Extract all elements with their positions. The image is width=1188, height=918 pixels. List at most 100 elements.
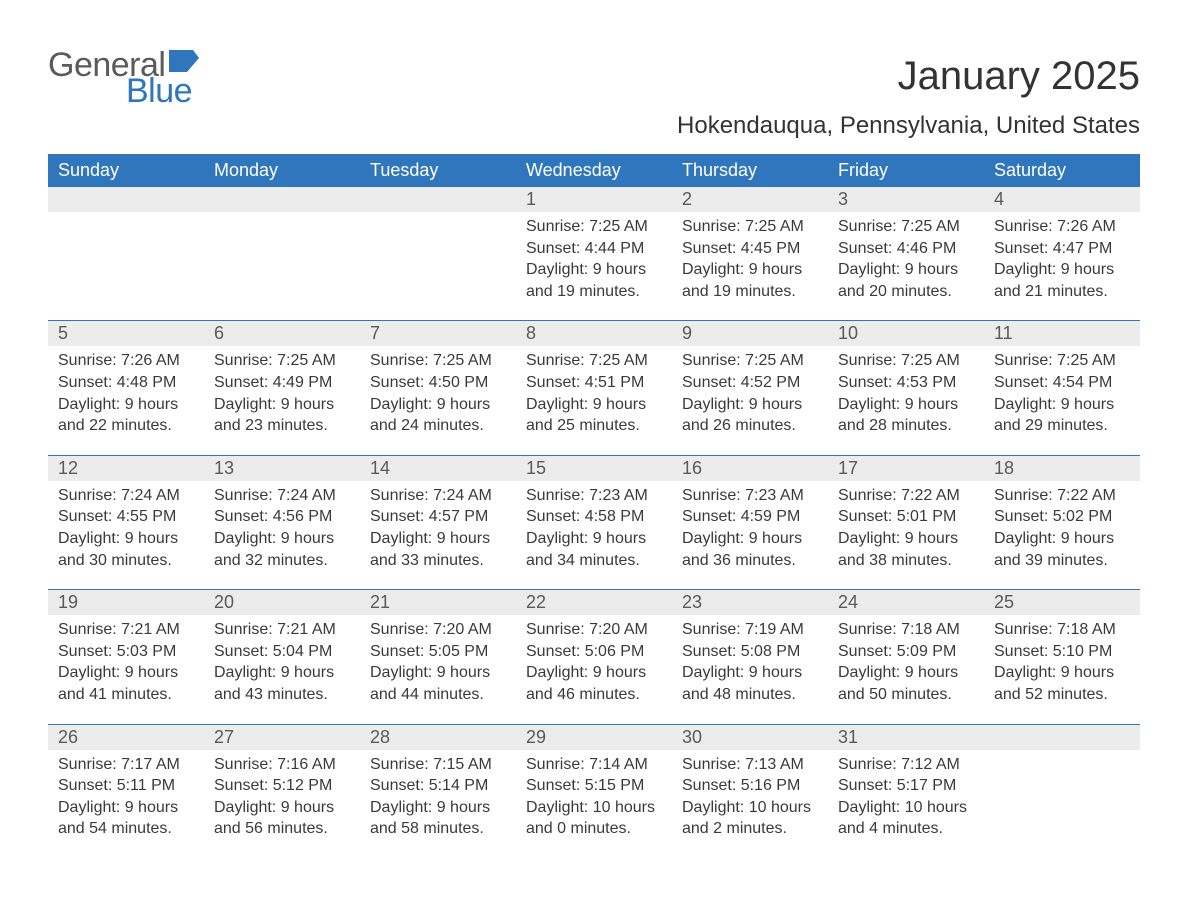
calendar-body: 1234Sunrise: 7:25 AMSunset: 4:44 PMDayli…	[48, 187, 1140, 858]
sunrise-text: Sunrise: 7:16 AM	[214, 754, 350, 776]
day-body-cell: Sunrise: 7:24 AMSunset: 4:55 PMDaylight:…	[48, 481, 204, 589]
sunset-text: Sunset: 4:59 PM	[682, 506, 818, 528]
day-body-cell: Sunrise: 7:25 AMSunset: 4:45 PMDaylight:…	[672, 212, 828, 320]
sunset-text: Sunset: 4:53 PM	[838, 372, 974, 394]
sunset-text: Sunset: 4:44 PM	[526, 238, 662, 260]
day-number-cell: 15	[516, 455, 672, 481]
sunset-text: Sunset: 4:55 PM	[58, 506, 194, 528]
day-number-cell: 28	[360, 724, 516, 750]
sunset-text: Sunset: 4:52 PM	[682, 372, 818, 394]
header: General Blue January 2025	[48, 48, 1140, 108]
sunset-text: Sunset: 5:02 PM	[994, 506, 1130, 528]
daylight-text: Daylight: 9 hours	[214, 394, 350, 416]
daylight-text: and 33 minutes.	[370, 550, 506, 572]
day-body-cell: Sunrise: 7:14 AMSunset: 5:15 PMDaylight:…	[516, 750, 672, 858]
day-number-cell: 16	[672, 455, 828, 481]
day-number-cell: 29	[516, 724, 672, 750]
day-body-cell: Sunrise: 7:21 AMSunset: 5:04 PMDaylight:…	[204, 615, 360, 723]
daylight-text: Daylight: 9 hours	[526, 662, 662, 684]
day-body-row: Sunrise: 7:26 AMSunset: 4:48 PMDaylight:…	[48, 346, 1140, 454]
day-number-cell	[204, 187, 360, 212]
day-number-cell: 24	[828, 589, 984, 615]
sunset-text: Sunset: 4:56 PM	[214, 506, 350, 528]
day-number-cell: 17	[828, 455, 984, 481]
day-number-cell: 25	[984, 589, 1140, 615]
day-body-cell: Sunrise: 7:25 AMSunset: 4:54 PMDaylight:…	[984, 346, 1140, 454]
day-number-cell: 9	[672, 320, 828, 346]
day-body-cell	[360, 212, 516, 320]
day-number-row: 262728293031	[48, 724, 1140, 750]
sunset-text: Sunset: 4:54 PM	[994, 372, 1130, 394]
sunset-text: Sunset: 4:49 PM	[214, 372, 350, 394]
day-body-cell	[204, 212, 360, 320]
daylight-text: Daylight: 9 hours	[682, 528, 818, 550]
sunrise-text: Sunrise: 7:18 AM	[838, 619, 974, 641]
daylight-text: Daylight: 9 hours	[58, 662, 194, 684]
daylight-text: and 21 minutes.	[994, 281, 1130, 303]
day-body-cell: Sunrise: 7:20 AMSunset: 5:06 PMDaylight:…	[516, 615, 672, 723]
day-number-cell: 1	[516, 187, 672, 212]
sunrise-text: Sunrise: 7:22 AM	[994, 485, 1130, 507]
sunrise-text: Sunrise: 7:25 AM	[526, 216, 662, 238]
day-body-cell: Sunrise: 7:22 AMSunset: 5:01 PMDaylight:…	[828, 481, 984, 589]
day-number-cell: 30	[672, 724, 828, 750]
daylight-text: Daylight: 9 hours	[838, 259, 974, 281]
daylight-text: Daylight: 9 hours	[682, 394, 818, 416]
daylight-text: Daylight: 9 hours	[526, 528, 662, 550]
day-body-cell: Sunrise: 7:17 AMSunset: 5:11 PMDaylight:…	[48, 750, 204, 858]
sunrise-text: Sunrise: 7:23 AM	[682, 485, 818, 507]
sunrise-text: Sunrise: 7:21 AM	[214, 619, 350, 641]
sunset-text: Sunset: 4:48 PM	[58, 372, 194, 394]
daylight-text: Daylight: 10 hours	[526, 797, 662, 819]
daylight-text: Daylight: 9 hours	[58, 528, 194, 550]
sunrise-text: Sunrise: 7:25 AM	[370, 350, 506, 372]
daylight-text: and 56 minutes.	[214, 818, 350, 840]
day-body-cell: Sunrise: 7:26 AMSunset: 4:47 PMDaylight:…	[984, 212, 1140, 320]
day-header: Saturday	[984, 154, 1140, 187]
day-body-row: Sunrise: 7:24 AMSunset: 4:55 PMDaylight:…	[48, 481, 1140, 589]
day-number-cell: 10	[828, 320, 984, 346]
sunrise-text: Sunrise: 7:25 AM	[838, 350, 974, 372]
sunrise-text: Sunrise: 7:25 AM	[682, 216, 818, 238]
day-number-cell	[360, 187, 516, 212]
day-body-row: Sunrise: 7:25 AMSunset: 4:44 PMDaylight:…	[48, 212, 1140, 320]
daylight-text: and 29 minutes.	[994, 415, 1130, 437]
day-number-cell: 14	[360, 455, 516, 481]
sunset-text: Sunset: 5:14 PM	[370, 775, 506, 797]
sunrise-text: Sunrise: 7:25 AM	[214, 350, 350, 372]
daylight-text: and 24 minutes.	[370, 415, 506, 437]
daylight-text: Daylight: 9 hours	[994, 394, 1130, 416]
daylight-text: Daylight: 9 hours	[58, 797, 194, 819]
day-number-cell: 13	[204, 455, 360, 481]
day-number-row: 19202122232425	[48, 589, 1140, 615]
sunset-text: Sunset: 4:46 PM	[838, 238, 974, 260]
sunset-text: Sunset: 5:15 PM	[526, 775, 662, 797]
day-number-row: 567891011	[48, 320, 1140, 346]
daylight-text: Daylight: 9 hours	[370, 797, 506, 819]
day-number-row: 1234	[48, 187, 1140, 212]
daylight-text: and 19 minutes.	[682, 281, 818, 303]
daylight-text: Daylight: 9 hours	[370, 662, 506, 684]
sunset-text: Sunset: 5:12 PM	[214, 775, 350, 797]
sunset-text: Sunset: 5:05 PM	[370, 641, 506, 663]
day-number-cell: 12	[48, 455, 204, 481]
day-body-cell: Sunrise: 7:13 AMSunset: 5:16 PMDaylight:…	[672, 750, 828, 858]
day-header: Thursday	[672, 154, 828, 187]
daylight-text: Daylight: 9 hours	[994, 528, 1130, 550]
sunrise-text: Sunrise: 7:24 AM	[370, 485, 506, 507]
sunset-text: Sunset: 4:57 PM	[370, 506, 506, 528]
day-body-cell: Sunrise: 7:23 AMSunset: 4:59 PMDaylight:…	[672, 481, 828, 589]
daylight-text: and 44 minutes.	[370, 684, 506, 706]
sunrise-text: Sunrise: 7:20 AM	[370, 619, 506, 641]
sunset-text: Sunset: 4:47 PM	[994, 238, 1130, 260]
daylight-text: and 39 minutes.	[994, 550, 1130, 572]
day-body-cell: Sunrise: 7:18 AMSunset: 5:10 PMDaylight:…	[984, 615, 1140, 723]
day-body-cell: Sunrise: 7:23 AMSunset: 4:58 PMDaylight:…	[516, 481, 672, 589]
sunset-text: Sunset: 4:50 PM	[370, 372, 506, 394]
sunrise-text: Sunrise: 7:22 AM	[838, 485, 974, 507]
day-body-cell	[48, 212, 204, 320]
sunrise-text: Sunrise: 7:17 AM	[58, 754, 194, 776]
daylight-text: Daylight: 9 hours	[214, 528, 350, 550]
day-number-cell: 3	[828, 187, 984, 212]
sunrise-text: Sunrise: 7:12 AM	[838, 754, 974, 776]
